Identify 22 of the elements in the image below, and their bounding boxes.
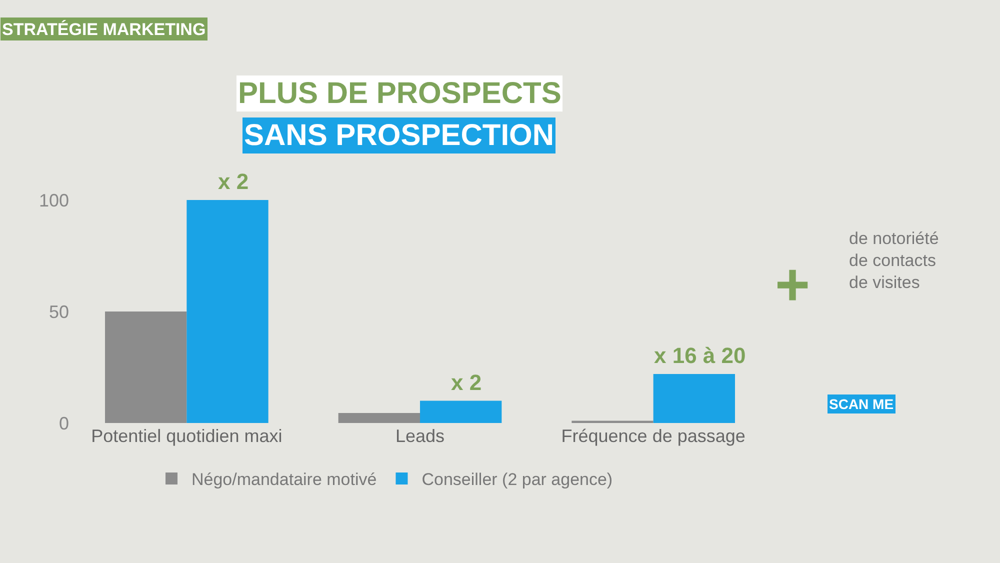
bar	[186, 200, 268, 423]
bar	[420, 400, 502, 423]
annotation: x 2	[218, 169, 249, 194]
x-tick-label: Fréquence de passage	[561, 426, 746, 446]
text: SCAN ME	[829, 396, 894, 412]
bar	[338, 412, 420, 423]
bar	[653, 374, 735, 423]
legend-label: Négo/mandataire motivé	[192, 470, 377, 490]
chart-title: PLUS DE PROSPECTS	[238, 77, 562, 110]
y-tick-label: 50	[48, 302, 69, 322]
x-tick-label: Potentiel quotidien maxi	[91, 426, 282, 446]
bar	[105, 312, 187, 423]
text: +	[775, 251, 810, 318]
x-tick-label: Leads	[395, 426, 445, 446]
text: de notoriété de contacts de visites	[849, 229, 939, 292]
text: STRATÉGIE MARKETING	[2, 19, 206, 39]
chart-subtitle: SANS PROSPECTION	[244, 119, 554, 152]
y-tick-label: 100	[38, 190, 69, 210]
legend-label: Conseiller (2 par agence)	[422, 470, 613, 490]
y-tick-label: 0	[58, 413, 69, 434]
annotation: x 16 à 20	[654, 343, 746, 368]
annotation: x 2	[451, 370, 482, 395]
